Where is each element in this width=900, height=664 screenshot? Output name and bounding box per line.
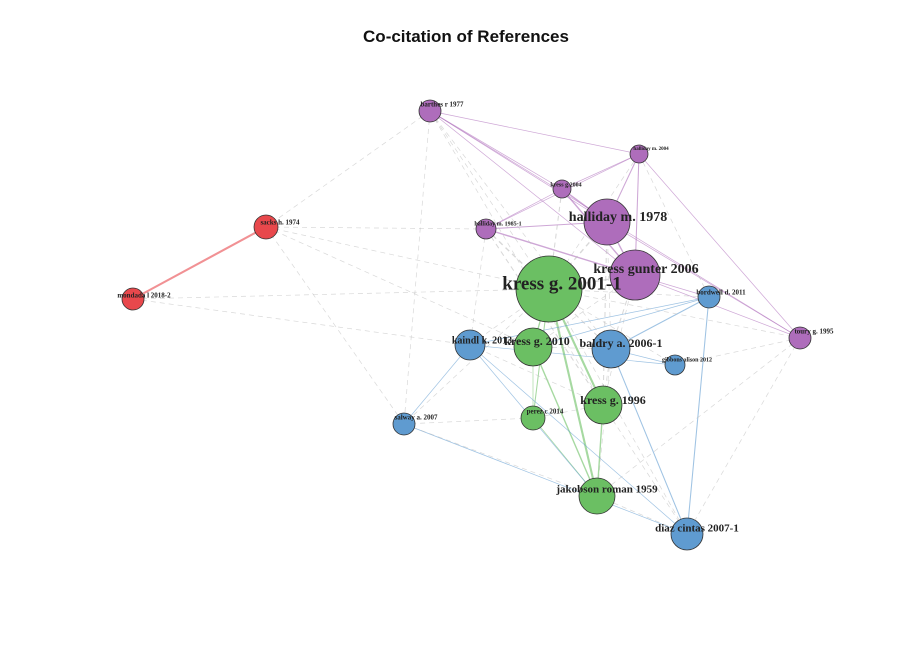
node-label-baldry: baldry a. 2006-1 (579, 336, 662, 350)
node-diaz[interactable] (670, 517, 704, 551)
edge-sacks-kress2010 (265, 226, 534, 348)
node-kaindl[interactable] (454, 329, 486, 361)
edge-kaindl-gibbons (469, 344, 676, 366)
node-bordwell[interactable] (697, 285, 721, 309)
node-mondada[interactable] (121, 287, 145, 311)
node-baldry[interactable] (591, 329, 631, 369)
node-label-kress2001: kress g. 2001-1 (502, 273, 621, 294)
edge-kress2001-toury (548, 288, 801, 339)
edge-kress2001-diaz (548, 288, 688, 535)
node-toury[interactable] (788, 326, 812, 350)
node-label-toury: toury g. 1995 (794, 328, 834, 336)
edge-halliday2004-kress2004 (561, 153, 640, 190)
node-layer (121, 99, 812, 551)
node-label-gibbons: gibbons alison 2012 (662, 357, 712, 363)
edge-halliday1985-kressgunter (485, 228, 636, 276)
node-perez[interactable] (520, 405, 546, 431)
node-label-jakobson: jakobson roman 1959 (555, 484, 658, 496)
edge-barthes-kress2004 (429, 110, 563, 190)
node-salway[interactable] (392, 412, 416, 436)
edge-salway-diaz (403, 423, 688, 535)
node-gibbons[interactable] (664, 354, 686, 376)
node-label-kressgunter: kress gunter 2006 (593, 262, 698, 277)
edge-kress2001-jakobson (547, 288, 599, 497)
edge-layer (132, 110, 801, 535)
node-label-sacks: sacks h. 1974 (260, 219, 300, 227)
edge-toury-diaz (686, 337, 801, 535)
node-sacks[interactable] (253, 214, 279, 240)
node-label-halliday1978: halliday m. 1978 (569, 210, 667, 225)
node-label-perez: perez c 2014 (527, 408, 564, 416)
edge-bordwell-diaz (686, 296, 710, 535)
node-label-halliday2004: halliday m. 2004 (633, 147, 669, 152)
edge-barthes-kressgunter (429, 110, 636, 276)
edge-barthes-baldry (429, 110, 612, 350)
node-kress2010[interactable] (513, 327, 553, 367)
node-kress1996[interactable] (583, 385, 623, 425)
edge-toury-jakobson (596, 337, 801, 497)
edge-mondada-kaindl (132, 298, 471, 346)
node-halliday1985[interactable] (475, 218, 497, 240)
node-kress2004[interactable] (552, 179, 572, 199)
chart-title: Co-citation of References (363, 27, 569, 46)
node-label-kaindl: kaindl k. 2013 (452, 335, 512, 346)
edge-barthes-halliday2004 (429, 110, 640, 155)
node-halliday2004[interactable] (629, 144, 649, 164)
edge-toury-gibbons (674, 337, 801, 366)
edge-kress2010-jakobson (532, 346, 598, 497)
node-kressgunter[interactable] (609, 249, 661, 301)
edge-mondada-kress2001 (132, 288, 550, 300)
edge-kaindl-kress1996 (469, 344, 604, 406)
node-jakobson[interactable] (578, 477, 616, 515)
edge-halliday1985-kaindl (469, 228, 487, 346)
node-label-halliday1985: halliday m. 1985-1 (474, 221, 521, 227)
node-label-bordwell: bordwell d. 2011 (696, 289, 746, 297)
label-layer: barthes r 1977 halliday m. 2004 kress g.20… (117, 101, 834, 535)
edge-kressgunter-toury (634, 274, 801, 339)
edge-barthes-kress1996 (429, 110, 604, 406)
edge-baldry-diaz (610, 348, 688, 535)
edge-sacks-mondada (132, 226, 267, 300)
node-label-mondada: mondada l 2018-2 (117, 292, 171, 300)
node-label-barthes: barthes r 1977 (420, 101, 464, 109)
edge-barthes-sacks (265, 110, 431, 228)
node-label-diaz: diaz cintas 2007-1 (655, 523, 739, 535)
node-kress2001[interactable] (515, 255, 583, 323)
node-label-salway: salway a. 2007 (395, 414, 438, 422)
node-label-kress2004: kress g.2004 (550, 182, 581, 188)
edge-perez-salway (403, 417, 534, 425)
edge-salway-kaindl (403, 344, 471, 425)
edge-halliday2004-toury (638, 153, 801, 339)
edge-kress2001-kaindl (469, 288, 550, 346)
edge-sacks-kress2001 (265, 226, 550, 290)
edge-halliday1978-toury (606, 221, 801, 339)
edge-bordwell-kress2010 (532, 296, 710, 348)
edge-barthes-salway (403, 110, 431, 425)
edge-kress2004-halliday1985 (485, 188, 563, 230)
node-barthes[interactable] (418, 99, 442, 123)
edge-sacks-salway (265, 226, 405, 425)
node-halliday1978[interactable] (583, 198, 631, 246)
edge-sacks-halliday1985 (265, 226, 487, 230)
edge-kress2001-gibbons (548, 288, 676, 366)
node-label-kress1996: kress g. 1996 (580, 393, 645, 407)
edge-kaindl-diaz (469, 344, 688, 535)
edge-halliday1978-kress1996 (602, 221, 608, 406)
edge-kress1996-diaz (602, 404, 688, 535)
node-label-kress2010: kress g. 2010 (504, 334, 569, 348)
edge-salway-jakobson (403, 423, 598, 497)
